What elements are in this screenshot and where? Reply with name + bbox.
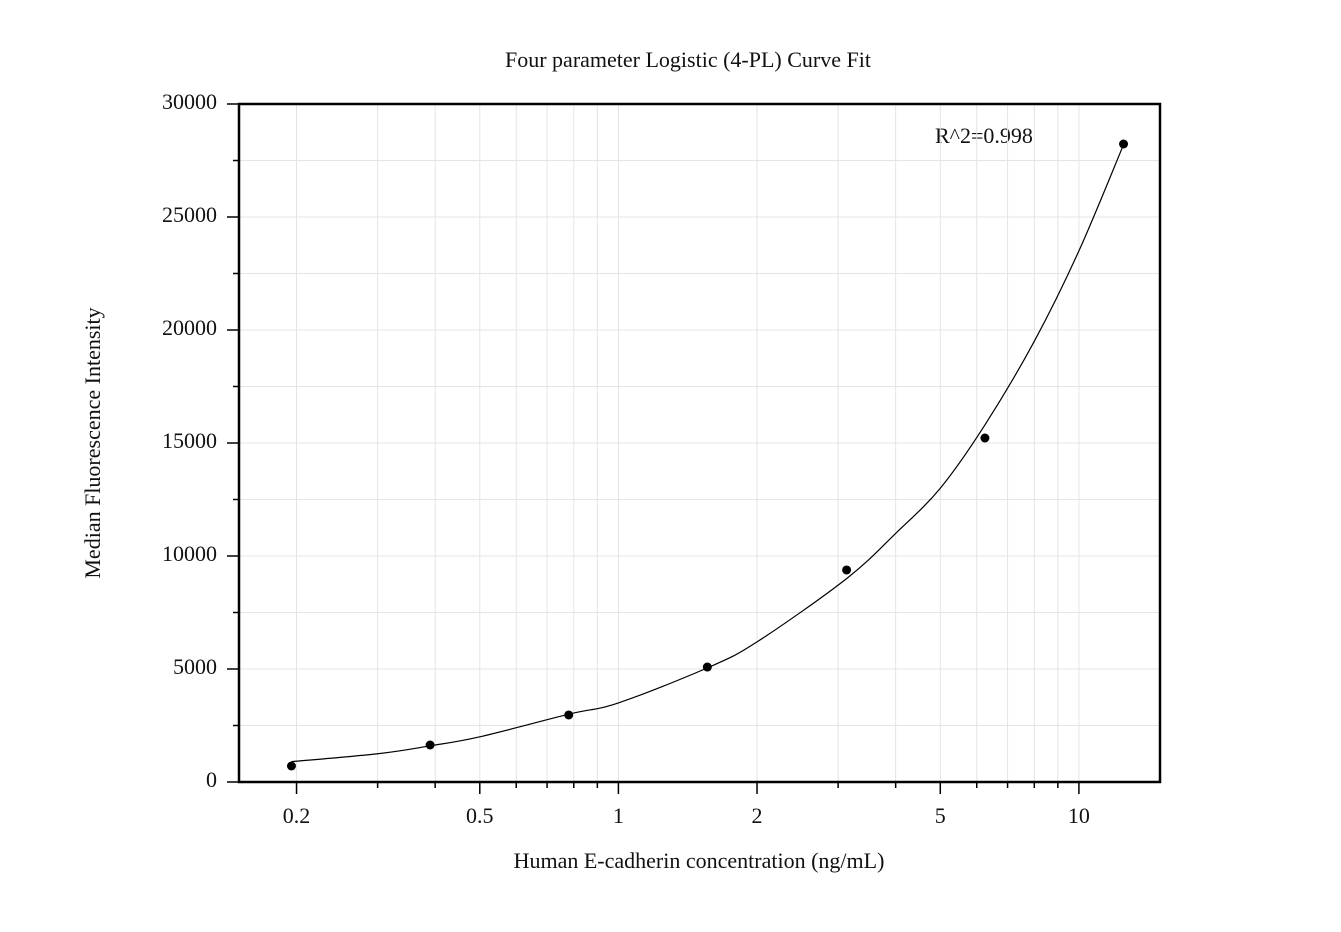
data-point bbox=[564, 710, 574, 720]
y-tick-label: 25000 bbox=[162, 202, 217, 227]
y-tick-label: 10000 bbox=[162, 541, 217, 566]
x-tick-label: 1 bbox=[613, 803, 624, 828]
x-tick-label: 10 bbox=[1068, 803, 1090, 828]
data-point bbox=[702, 662, 712, 672]
data-point bbox=[980, 433, 990, 443]
x-tick-label: 0.5 bbox=[466, 803, 494, 828]
data-point bbox=[425, 740, 435, 750]
x-tick-label: 2 bbox=[752, 803, 763, 828]
data-point bbox=[1119, 139, 1129, 149]
y-tick-label: 20000 bbox=[162, 315, 217, 340]
data-point bbox=[842, 565, 852, 575]
annotation: R^2=0.998 bbox=[935, 123, 1033, 148]
y-tick-label: 30000 bbox=[162, 89, 217, 114]
y-axis-label: Median Fluorescence Intensity bbox=[80, 307, 105, 578]
x-tick-label: 5 bbox=[935, 803, 946, 828]
y-tick-label: 5000 bbox=[173, 654, 217, 679]
y-tick-label: 15000 bbox=[162, 428, 217, 453]
x-tick-label: 0.2 bbox=[283, 803, 311, 828]
chart-title: Four parameter Logistic (4-PL) Curve Fit bbox=[505, 47, 871, 72]
data-point bbox=[286, 761, 296, 771]
x-axis-label: Human E-cadherin concentration (ng/mL) bbox=[514, 848, 885, 873]
y-tick-label: 0 bbox=[206, 767, 217, 792]
fit-curve bbox=[291, 144, 1125, 763]
